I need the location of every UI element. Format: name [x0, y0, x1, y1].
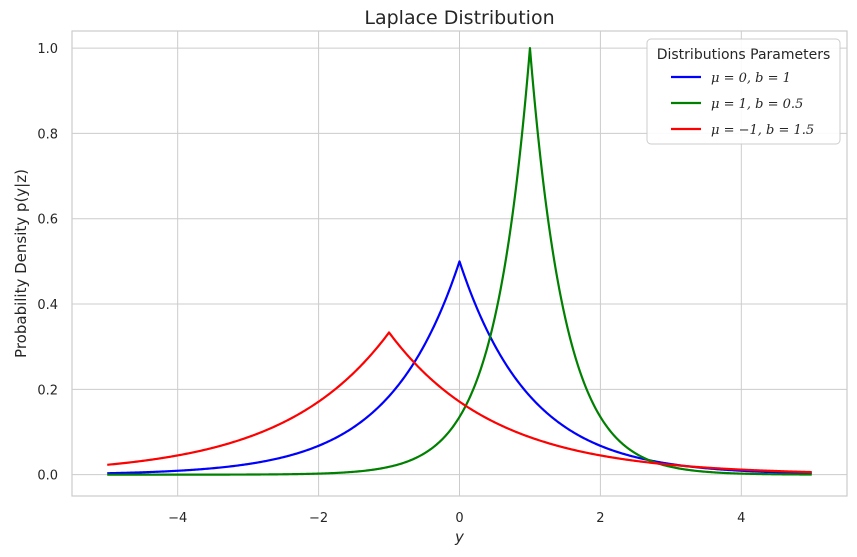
x-tick-label: 4 — [737, 511, 745, 526]
y-tick-label: 0.4 — [37, 298, 58, 313]
y-tick-label: 1.0 — [37, 42, 58, 57]
x-tick-label: 0 — [455, 511, 463, 526]
legend-label-1: μ = 0, b = 1 — [711, 71, 791, 86]
x-tick-label: −4 — [168, 511, 187, 526]
legend-label-3: μ = −1, b = 1.5 — [711, 123, 814, 138]
x-tick-label: −2 — [309, 511, 328, 526]
x-axis-label: y — [454, 528, 465, 546]
legend: Distributions Parameters μ = 0, b = 1 μ =… — [646, 38, 841, 145]
legend-label-2: μ = 1, b = 0.5 — [711, 97, 803, 112]
chart-title: Laplace Distribution — [364, 7, 554, 29]
series-line-2 — [107, 46, 812, 476]
y-axis-label: Probability Density p(y|z) — [12, 169, 30, 358]
series-line-3 — [107, 331, 812, 474]
y-tick-label: 0.6 — [37, 213, 58, 228]
legend-title: Distributions Parameters — [657, 47, 831, 63]
y-tick-label: 0.2 — [37, 383, 58, 398]
legend-box — [646, 38, 841, 145]
x-tick-label: 2 — [596, 511, 604, 526]
y-tick-label: 0.8 — [37, 127, 58, 142]
y-tick-label: 0.0 — [37, 469, 58, 484]
plot-frame — [71, 30, 848, 497]
